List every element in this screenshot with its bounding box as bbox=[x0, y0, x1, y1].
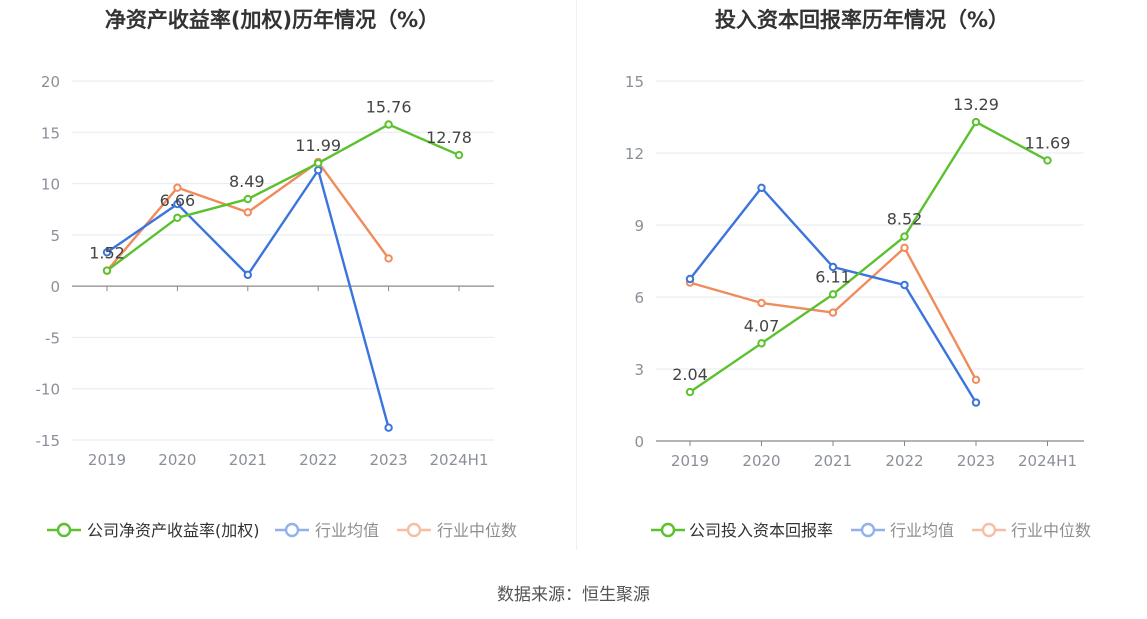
data-point-industry_avg bbox=[243, 270, 253, 280]
chart-title: 净资产收益率(加权)历年情况（%） bbox=[105, 8, 439, 32]
data-point-industry_avg bbox=[757, 183, 766, 193]
data-point-industry_median bbox=[757, 298, 766, 308]
data-point-industry_avg bbox=[173, 199, 182, 209]
data-point-company bbox=[173, 213, 182, 223]
data-point-industry_avg bbox=[102, 248, 112, 257]
data-point-company bbox=[1043, 156, 1052, 165]
y-tick-label: 10 bbox=[41, 176, 60, 194]
legend-label: 行业均值 bbox=[890, 521, 954, 540]
y-tick-label: 5 bbox=[50, 227, 60, 245]
chart-2: 投入资本回报率历年情况（%） 15 12 9 6 3 0 2019 2020 2021 2022 20… bbox=[625, 8, 1091, 540]
x-tick-label: 2023 bbox=[957, 452, 995, 470]
x-tick-label: 2021 bbox=[814, 452, 852, 470]
data-label: 8.52 bbox=[887, 210, 923, 229]
data-point-industry_median bbox=[173, 183, 182, 192]
chart-1: 净资产收益率(加权)历年情况（%） 20 15 10 5 0 -5 -10 -15 2019 202… bbox=[36, 8, 518, 540]
legend-swatch-marker bbox=[56, 522, 72, 538]
x-tick-label: 2024H1 bbox=[1018, 452, 1077, 470]
data-label: 6.11 bbox=[815, 267, 851, 286]
legend-label: 公司投入资本回报率 bbox=[689, 521, 833, 540]
legend-swatch-marker bbox=[660, 522, 676, 538]
legend-label: 行业中位数 bbox=[1011, 521, 1091, 540]
x-tick-label: 2022 bbox=[885, 452, 923, 470]
legend-item-industry_median[interactable]: 行业中位数 bbox=[972, 521, 1091, 540]
data-point-company bbox=[828, 290, 838, 299]
legend-item-company[interactable]: 公司投入资本回报率 bbox=[651, 521, 833, 540]
data-label: 13.29 bbox=[953, 95, 999, 114]
y-tick-label: 3 bbox=[634, 361, 644, 379]
data-point-company bbox=[454, 150, 464, 160]
x-tick-label: 2019 bbox=[671, 452, 709, 470]
y-tick-label: -10 bbox=[36, 381, 61, 399]
data-label: 1.52 bbox=[89, 244, 125, 263]
x-tick-label: 2020 bbox=[742, 452, 780, 470]
x-tick-label: 2019 bbox=[88, 451, 126, 469]
data-point-company bbox=[900, 232, 909, 241]
data-point-company bbox=[971, 117, 981, 127]
x-tick-label: 2023 bbox=[370, 451, 408, 469]
data-point-company bbox=[102, 266, 112, 275]
data-point-industry_median bbox=[384, 254, 393, 263]
legend-label: 行业中位数 bbox=[437, 521, 517, 540]
y-tick-label: 15 bbox=[625, 73, 644, 91]
legend-label: 公司净资产收益率(加权) bbox=[87, 521, 260, 540]
legend-swatch-marker bbox=[406, 522, 422, 538]
legend-label: 行业均值 bbox=[315, 521, 379, 540]
legend-item-industry_avg[interactable]: 行业均值 bbox=[851, 521, 954, 540]
x-tick-label: 2024H1 bbox=[430, 451, 489, 469]
data-point-company bbox=[757, 339, 766, 348]
chart-title: 投入资本回报率历年情况（%） bbox=[715, 8, 1009, 32]
y-tick-label: 6 bbox=[634, 289, 644, 307]
legend-swatch-marker bbox=[860, 522, 876, 538]
x-tick-label: 2022 bbox=[299, 451, 337, 469]
x-tick-label: 2021 bbox=[229, 451, 267, 469]
data-label: 2.04 bbox=[672, 365, 708, 384]
data-point-industry_median bbox=[243, 208, 253, 217]
y-tick-label: 0 bbox=[50, 278, 60, 296]
data-label: 8.49 bbox=[229, 172, 265, 191]
source-label: 数据来源：恒生聚源 bbox=[497, 585, 650, 605]
data-point-company bbox=[384, 120, 393, 129]
data-point-company bbox=[685, 387, 695, 397]
data-point-company bbox=[243, 194, 253, 204]
data-point-industry_median bbox=[900, 243, 909, 253]
y-tick-label: 9 bbox=[634, 217, 644, 235]
data-point-industry_avg bbox=[384, 423, 393, 432]
data-label: 12.78 bbox=[426, 128, 472, 147]
legend-swatch-marker bbox=[284, 522, 300, 538]
data-label: 6.66 bbox=[160, 191, 196, 210]
data-point-industry_avg bbox=[685, 274, 695, 284]
data-point-industry_median bbox=[828, 308, 838, 317]
y-tick-label: 0 bbox=[634, 433, 644, 451]
y-tick-label: 12 bbox=[625, 145, 644, 163]
y-tick-label: -15 bbox=[36, 432, 61, 450]
data-label: 11.69 bbox=[1025, 133, 1071, 152]
data-point-industry_avg bbox=[971, 398, 981, 407]
series-line-company bbox=[689, 120, 1049, 394]
chart-divider bbox=[576, 0, 577, 550]
legend-item-company[interactable]: 公司净资产收益率(加权) bbox=[47, 521, 260, 540]
data-point-industry_avg bbox=[314, 166, 323, 175]
data-label: 4.07 bbox=[744, 316, 780, 335]
data-point-industry_median bbox=[971, 375, 981, 384]
y-tick-label: -5 bbox=[45, 329, 60, 347]
series-line-company bbox=[106, 123, 460, 272]
data-point-company bbox=[314, 158, 323, 168]
data-point-industry_avg bbox=[828, 262, 838, 272]
legend-item-industry_median[interactable]: 行业中位数 bbox=[397, 521, 517, 540]
y-tick-label: 20 bbox=[41, 73, 60, 91]
legend-swatch-marker bbox=[981, 522, 997, 538]
x-tick-label: 2020 bbox=[158, 451, 196, 469]
data-label: 11.99 bbox=[295, 136, 341, 155]
data-label: 15.76 bbox=[366, 97, 412, 116]
data-point-industry_avg bbox=[900, 280, 909, 290]
legend-item-industry_avg[interactable]: 行业均值 bbox=[275, 521, 379, 540]
y-tick-label: 15 bbox=[41, 124, 60, 142]
